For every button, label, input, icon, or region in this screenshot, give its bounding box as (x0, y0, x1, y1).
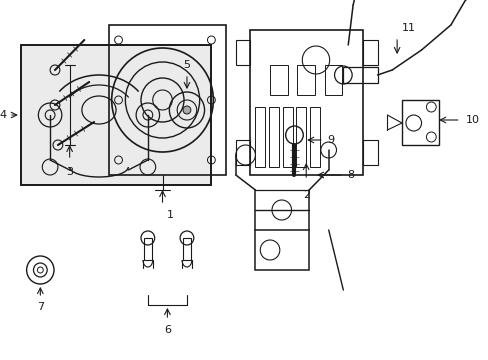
Bar (183, 238, 190, 260)
Bar (362, 40, 377, 65)
Bar (362, 140, 377, 165)
Bar (309, 107, 319, 167)
Bar (269, 65, 287, 95)
Text: 5: 5 (183, 60, 190, 70)
Bar (250, 30, 362, 175)
Text: 1: 1 (166, 210, 173, 220)
Bar (401, 100, 438, 145)
Bar (235, 140, 250, 165)
Text: 10: 10 (465, 115, 479, 125)
Bar (297, 65, 314, 95)
Text: 7: 7 (37, 302, 44, 312)
Text: 11: 11 (401, 23, 415, 33)
Bar (235, 40, 250, 65)
Bar (255, 230, 308, 270)
Bar (20, 45, 211, 185)
Bar (143, 238, 151, 260)
Bar (20, 45, 211, 185)
Text: 3: 3 (66, 167, 73, 177)
Text: 6: 6 (163, 325, 170, 335)
Bar (282, 107, 292, 167)
Bar (108, 25, 225, 175)
Bar (324, 65, 342, 95)
Bar (255, 107, 264, 167)
Circle shape (183, 106, 190, 114)
Text: 9: 9 (327, 135, 334, 145)
Bar (296, 107, 305, 167)
Text: 4: 4 (0, 110, 6, 120)
Bar (268, 107, 278, 167)
Text: 2: 2 (302, 190, 309, 200)
Text: 8: 8 (346, 170, 354, 180)
Bar (343, 67, 377, 83)
